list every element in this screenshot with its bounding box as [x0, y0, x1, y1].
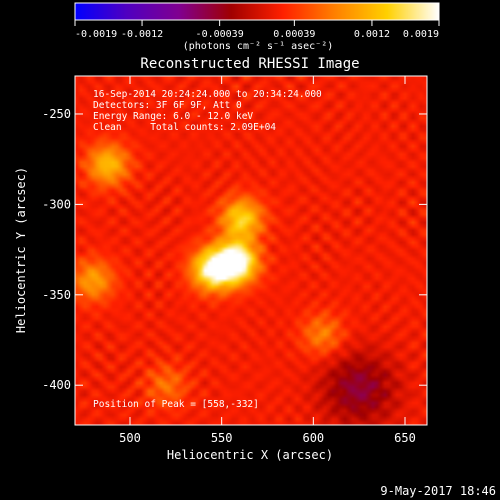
colorbar-tick-label: -0.0019: [75, 29, 117, 40]
colorbar-tick-label: 0.0019: [403, 29, 439, 40]
x-tick-label: 600: [302, 431, 324, 445]
y-tick-label: -400: [42, 378, 71, 392]
plot-frame: [74, 75, 428, 426]
x-tick-label: 650: [394, 431, 416, 445]
colorbar-tick-label: -0.00039: [196, 29, 244, 40]
x-axis-label: Heliocentric X (arcsec): [167, 448, 333, 462]
y-axis-ticks: -250 -300 -350 -400: [42, 107, 427, 392]
y-axis-label: Heliocentric Y (arcsec): [14, 167, 28, 333]
x-tick-label: 550: [211, 431, 233, 445]
y-tick-label: -300: [42, 197, 71, 211]
x-tick-label: 500: [119, 431, 141, 445]
y-tick-label: -350: [42, 288, 71, 302]
colorbar-ticks: -0.0019 -0.0012 -0.00039 0.00039 0.0012 0.001…: [74, 20, 440, 40]
colorbar-tick-label: -0.0012: [121, 29, 163, 40]
annotation-clean: Clean Total counts: 2.09E+04: [93, 122, 276, 133]
footer-date: 9-May-2017 18:46: [380, 484, 496, 498]
colorbar-units: (photons cm⁻² s⁻¹ asec⁻²): [183, 41, 334, 52]
colorbar: [74, 2, 440, 21]
y-tick-label: -250: [42, 107, 71, 121]
peak-position-label: Position of Peak = [558,-332]: [93, 399, 259, 410]
annotation-energy: Energy Range: 6.0 - 12.0 keV: [93, 111, 253, 122]
annotation-detectors: Detectors: 3F 6F 9F, Att 0: [93, 100, 242, 111]
heatmap-raster: [75, 76, 427, 425]
colorbar-tick-label: 0.00039: [273, 29, 315, 40]
chart-title: Reconstructed RHESSI Image: [140, 56, 359, 72]
heatmap-image: [75, 76, 427, 425]
x-axis-ticks: 500 550 600 650: [119, 76, 416, 445]
colorbar-tick-label: 0.0012: [354, 29, 390, 40]
annotation-time: 16-Sep-2014 20:24:24.000 to 20:34:24.000: [93, 89, 322, 100]
